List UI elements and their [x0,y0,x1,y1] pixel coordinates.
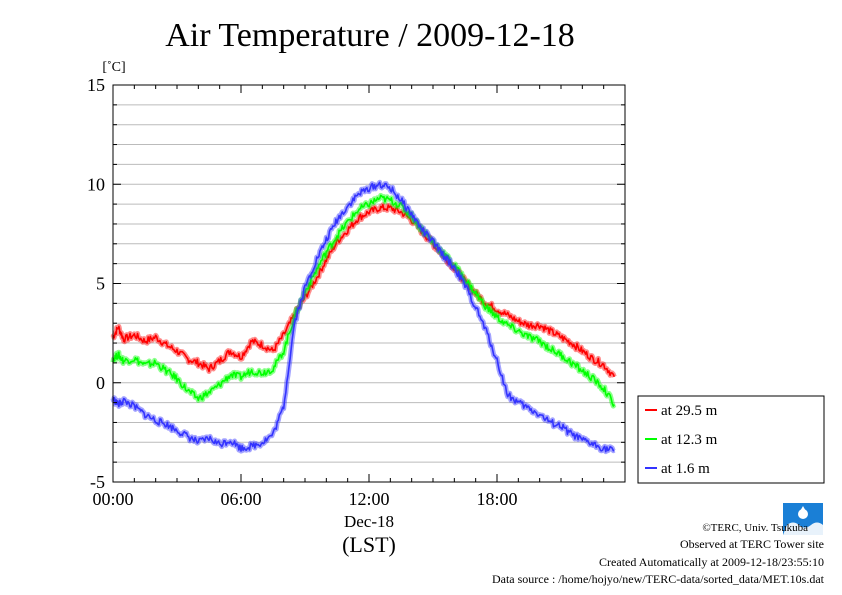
data-source-text: Data source : /home/hojyo/new/TERC-data/… [491,572,824,586]
created-text: Created Automatically at 2009-12-18/23:5… [599,555,824,569]
legend-label: at 12.3 m [661,432,718,448]
y-axis-unit: [˚C] [102,60,125,75]
legend: at 29.5 m at 12.3 m at 1.6 m [637,395,825,484]
x-axis-label: (LST) [342,532,396,557]
y-tick-label: -5 [90,472,105,492]
x-tick-label: 00:00 [92,489,133,509]
y-tick-label: 5 [96,274,105,294]
x-tick-label: 18:00 [476,489,517,509]
series-lines [110,179,617,455]
y-tick-label: 15 [87,75,105,95]
legend-label: at 1.6 m [661,461,710,477]
y-tick-label: 0 [96,373,105,393]
chart-title: Air Temperature / 2009-12-18 [165,17,575,54]
legend-label: at 29.5 m [661,403,718,419]
copyright-text: ©TERC, Univ. Tsukuba [702,522,808,534]
terc-logo [783,503,823,535]
x-date-label: Dec-18 [344,512,394,531]
x-tick-label: 12:00 [348,489,389,509]
series-line-2 [112,181,615,453]
series-halo-2 [110,179,616,455]
series-halo-0 [110,202,617,378]
x-tick-label: 06:00 [220,489,261,509]
series-line-0 [112,204,616,378]
series-line-1 [112,194,615,407]
observed-text: Observed at TERC Tower site [679,537,824,551]
series-halo-1 [110,192,617,409]
y-axis: -5 0 5 10 15 [87,75,625,492]
grid-lines [113,104,625,463]
y-tick-label: 10 [87,174,105,194]
x-axis: 00:00 06:00 12:00 18:00 [92,85,626,509]
legend-box [637,395,825,484]
